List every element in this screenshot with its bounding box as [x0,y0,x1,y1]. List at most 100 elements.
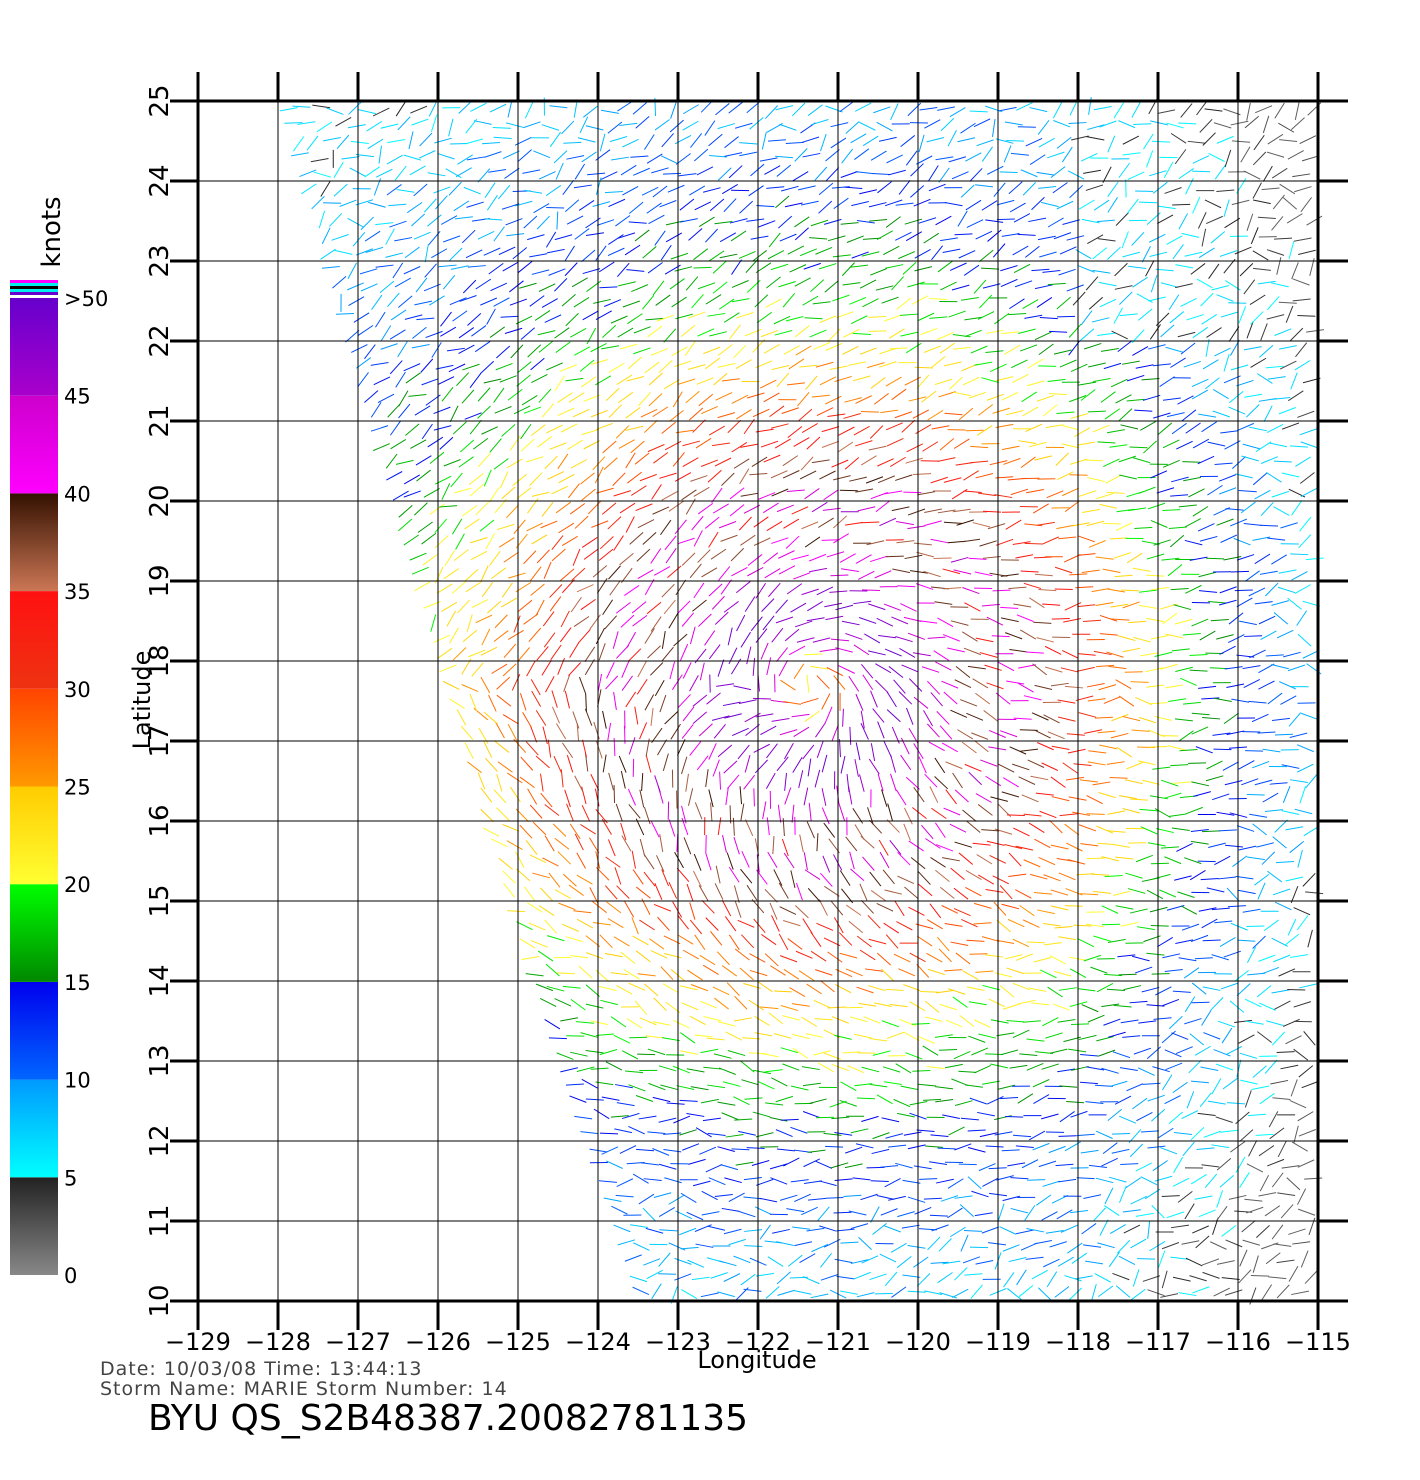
wind-vector [868,650,886,656]
wind-vector [855,395,872,404]
wind-vector [506,504,520,519]
wind-vector [508,572,526,579]
wind-vector [771,488,789,497]
wind-vector [1098,281,1117,287]
wind-vector [875,500,891,513]
wind-vector [1131,232,1145,246]
wind-vector [853,600,872,605]
wind-vector [780,1005,799,1012]
wind-vector [534,309,551,321]
wind-vector [1257,280,1276,285]
wind-vector [1088,362,1106,368]
wind-vector [1246,404,1260,418]
wind-vector [392,490,409,501]
wind-vector [548,1037,567,1040]
wind-vector [1202,132,1216,146]
wind-vector [394,165,407,181]
wind-vector [916,374,930,389]
wind-vector [1115,394,1132,404]
wind-vector [986,682,1004,690]
wind-vector [675,153,691,165]
wind-vector [793,1290,812,1295]
wind-vector [944,922,963,927]
wind-vector [672,901,683,918]
wind-vector [770,470,788,479]
wind-vector [1302,872,1316,887]
legend-cap [10,292,58,295]
wind-vector [739,142,758,145]
y-tick-label: 20 [145,484,175,517]
wind-vector [429,295,445,306]
wind-vector [470,537,488,544]
wind-vector [1162,953,1181,959]
wind-vector [1119,1067,1138,1071]
wind-vector [1103,362,1122,370]
wind-vector [912,1069,931,1072]
wind-vector [484,182,496,198]
wind-vector [1070,413,1088,420]
wind-vector [1165,1062,1183,1071]
wind-vector [673,1115,691,1124]
wind-vector [1228,390,1244,404]
wind-vector [1262,792,1279,803]
wind-vector [554,375,566,392]
wind-vector [1001,791,1020,798]
wind-vector [1103,1018,1121,1026]
wind-vector [905,1052,923,1060]
wind-vector [947,988,966,995]
wind-vector [737,744,750,760]
wind-vector [403,534,419,546]
wind-vector [690,475,708,482]
wind-vector [759,379,777,389]
wind-vector [890,1242,907,1253]
wind-vector [792,102,806,117]
wind-vector [1297,763,1314,773]
wind-vector [775,599,788,614]
wind-vector [1272,836,1287,849]
wind-vector [729,324,741,340]
wind-vector [779,955,798,963]
wind-vector [1096,982,1114,993]
wind-vector [975,472,994,479]
wind-vector [1065,685,1084,689]
wind-vector [415,277,428,293]
wind-vector [364,166,380,178]
wind-vector [1223,199,1230,217]
wind-vector [576,918,594,929]
wind-vector [763,392,780,403]
wind-vector [1231,456,1246,470]
wind-vector [1266,249,1285,256]
wind-vector [590,409,608,418]
wind-vector [1145,667,1163,673]
x-tick-label: −120 [885,1328,951,1356]
wind-vector [918,756,927,774]
wind-vector [750,616,763,632]
wind-vector [1146,952,1165,956]
wind-vector [466,201,484,208]
wind-vector [693,486,710,497]
wind-vector [936,1178,954,1184]
wind-vector [1301,155,1320,162]
wind-vector [578,200,595,211]
wind-vector [839,1099,857,1107]
wind-vector [1207,441,1226,447]
wind-vector [791,554,809,561]
wind-vector [582,310,599,321]
wind-vector [924,508,942,513]
legend-cap [10,283,58,286]
wind-vector [943,477,962,483]
wind-vector [685,773,689,792]
wind-vector [1252,760,1270,769]
wind-vector [1018,440,1037,445]
wind-vector [1014,280,1033,288]
wind-vector [923,1197,942,1200]
wind-vector [348,101,362,115]
wind-vector [464,518,480,530]
wind-vector [1256,1225,1270,1239]
wind-vector [1055,1163,1074,1167]
wind-vector [868,758,880,775]
wind-vector [1292,278,1310,286]
wind-vector [1022,1020,1041,1023]
wind-vector [954,1143,972,1151]
wind-vector [905,707,914,725]
